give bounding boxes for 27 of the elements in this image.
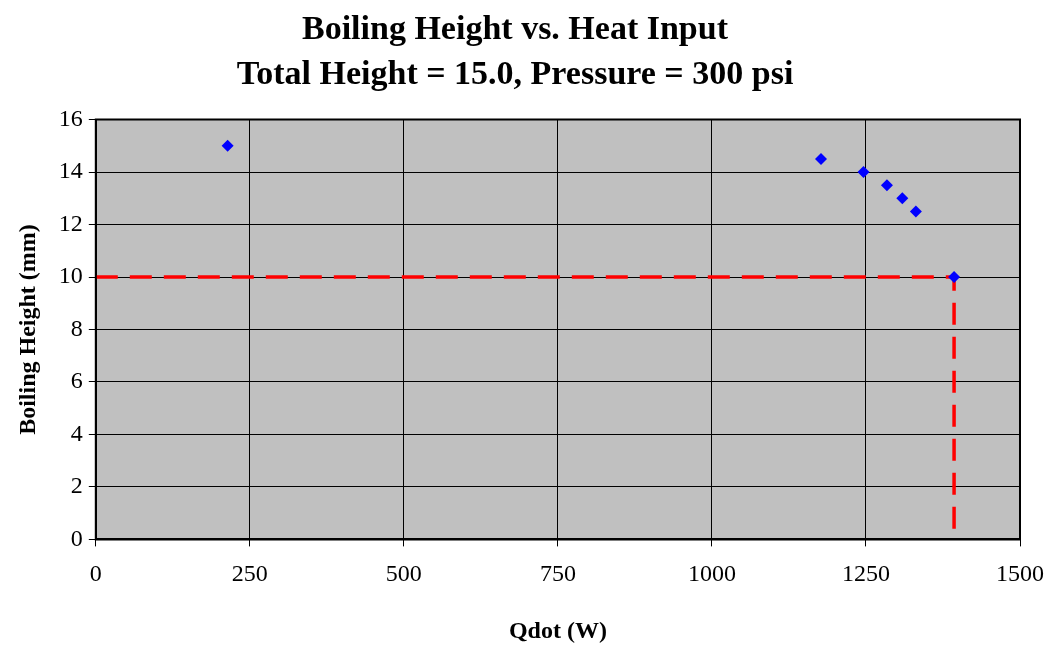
- y-tick-label: 12: [58, 209, 83, 236]
- x-tick-label: 0: [89, 560, 102, 587]
- point: [221, 139, 234, 152]
- point: [948, 271, 961, 284]
- y-tick-label: 14: [58, 157, 83, 184]
- y-tick-label: 2: [70, 472, 83, 499]
- point: [896, 192, 909, 205]
- point: [814, 152, 827, 165]
- point: [857, 166, 870, 179]
- y-tick-label: 8: [70, 314, 83, 341]
- y-axis-title: Boiling Height (mm): [13, 224, 40, 435]
- x-tick-label: 750: [539, 560, 576, 587]
- x-tick-label: 1250: [841, 560, 890, 587]
- y-tick-label: 16: [58, 104, 83, 131]
- chart-title: Boiling Height vs. Heat Input: [301, 9, 729, 47]
- y-tick-label: 6: [70, 367, 83, 394]
- x-tick-label: 1500: [996, 560, 1044, 587]
- x-axis-title: Qdot (W): [508, 616, 607, 643]
- point: [909, 205, 922, 218]
- y-tick-label: 0: [70, 524, 83, 551]
- x-tick-label: 250: [231, 560, 268, 587]
- chart-subtitle: Total Height = 15.0, Pressure = 300 psi: [236, 53, 794, 91]
- x-tick-label: 500: [385, 560, 422, 587]
- y-tick-label: 4: [70, 419, 83, 446]
- point: [880, 179, 893, 192]
- y-tick-label: 10: [58, 262, 83, 289]
- x-tick-label: 1000: [687, 560, 736, 587]
